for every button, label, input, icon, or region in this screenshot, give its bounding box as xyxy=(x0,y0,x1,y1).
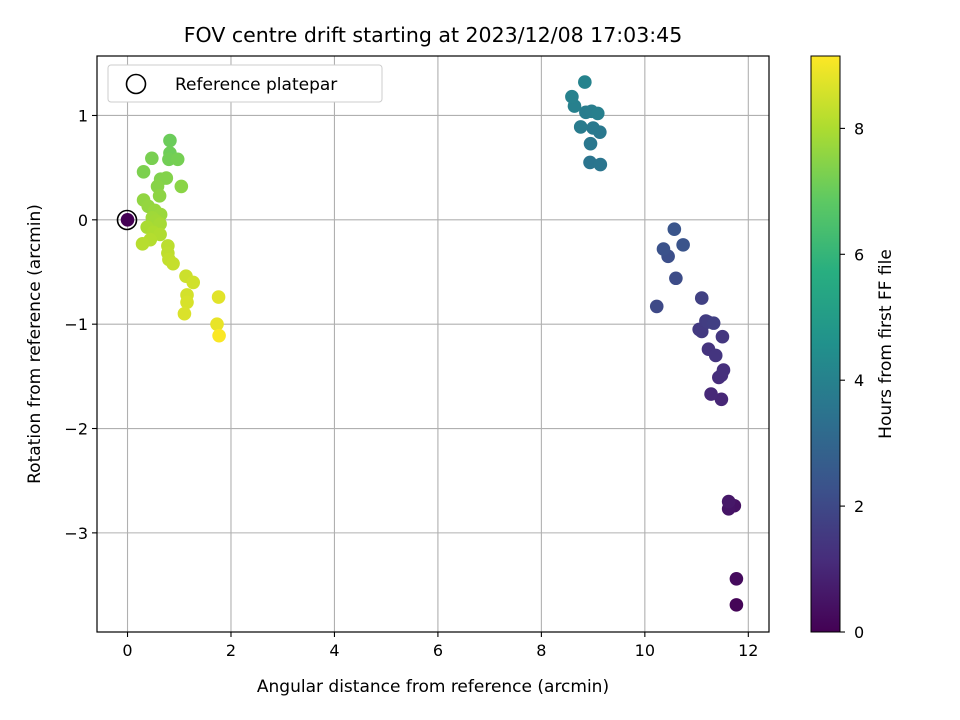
data-point xyxy=(649,299,664,314)
x-tick-label: 6 xyxy=(433,641,443,660)
x-tick-label: 2 xyxy=(226,641,236,660)
data-point xyxy=(170,152,185,167)
data-point xyxy=(721,494,736,509)
x-axis-label: Angular distance from reference (arcmin) xyxy=(257,677,609,697)
colorbar: 0 2 4 6 8 Hours from first FF file xyxy=(810,55,896,642)
data-point xyxy=(729,571,744,586)
data-point xyxy=(186,275,201,290)
data-point xyxy=(706,316,721,330)
x-tick-label: 12 xyxy=(738,641,758,660)
data-point xyxy=(166,256,180,271)
y-axis-label: Rotation from reference (arcmin) xyxy=(25,204,45,484)
legend-box xyxy=(107,64,383,103)
colorbar-gradient xyxy=(811,56,840,632)
y-tick-label: −2 xyxy=(64,420,88,439)
chart-title: FOV centre drift starting at 2023/12/08 … xyxy=(184,23,683,47)
plot-frame xyxy=(96,55,770,633)
y-tick-label: 1 xyxy=(78,106,88,125)
data-point xyxy=(656,242,671,256)
data-point xyxy=(676,238,690,252)
data-point xyxy=(136,165,151,179)
data-point xyxy=(163,133,177,148)
legend-label: Reference platepar xyxy=(175,75,337,95)
data-point xyxy=(729,598,744,612)
data-point xyxy=(583,155,597,170)
data-point xyxy=(212,328,226,343)
data-point xyxy=(145,151,159,166)
colorbar-ticks: 0 2 4 6 8 xyxy=(840,119,864,642)
data-point xyxy=(573,120,588,134)
colorbar-tick-label: 8 xyxy=(854,119,864,138)
legend: Reference platepar xyxy=(107,64,383,103)
y-axis-ticks: 1 0 −1 −2 −3 xyxy=(64,106,97,543)
x-tick-label: 10 xyxy=(635,641,655,660)
data-points xyxy=(120,75,744,612)
data-point xyxy=(715,329,730,344)
data-point xyxy=(578,75,592,89)
legend-marker xyxy=(125,73,147,95)
data-point xyxy=(590,106,605,121)
data-point xyxy=(593,157,608,172)
y-tick-label: 0 xyxy=(78,211,88,230)
data-point xyxy=(583,136,598,151)
colorbar-tick-label: 2 xyxy=(854,497,864,516)
data-point xyxy=(586,121,600,135)
data-point xyxy=(708,348,723,363)
grid xyxy=(97,56,769,632)
data-point xyxy=(714,392,729,407)
data-point xyxy=(120,213,135,227)
data-point xyxy=(159,171,174,185)
colorbar-frame xyxy=(810,55,841,633)
x-axis-ticks: 0 2 4 6 8 10 12 xyxy=(122,632,758,660)
x-tick-label: 0 xyxy=(122,641,132,660)
colorbar-tick-label: 0 xyxy=(854,623,864,642)
reference-marker xyxy=(116,209,138,231)
x-tick-label: 4 xyxy=(329,641,339,660)
data-point xyxy=(177,306,192,321)
data-point xyxy=(152,189,167,203)
colorbar-tick-label: 6 xyxy=(854,245,864,264)
data-point xyxy=(211,290,226,304)
y-tick-label: −3 xyxy=(64,524,88,543)
data-point xyxy=(180,295,194,310)
colorbar-tick-label: 4 xyxy=(854,371,864,390)
x-tick-label: 8 xyxy=(536,641,546,660)
data-point xyxy=(135,237,150,251)
data-point xyxy=(694,291,709,305)
data-point xyxy=(174,179,189,194)
data-point xyxy=(669,271,683,286)
data-point xyxy=(716,363,731,377)
data-point xyxy=(704,387,718,401)
data-point xyxy=(565,89,579,104)
data-point xyxy=(210,317,224,331)
colorbar-label: Hours from first FF file xyxy=(876,249,896,439)
y-tick-label: −1 xyxy=(64,315,88,334)
data-point xyxy=(667,222,682,237)
